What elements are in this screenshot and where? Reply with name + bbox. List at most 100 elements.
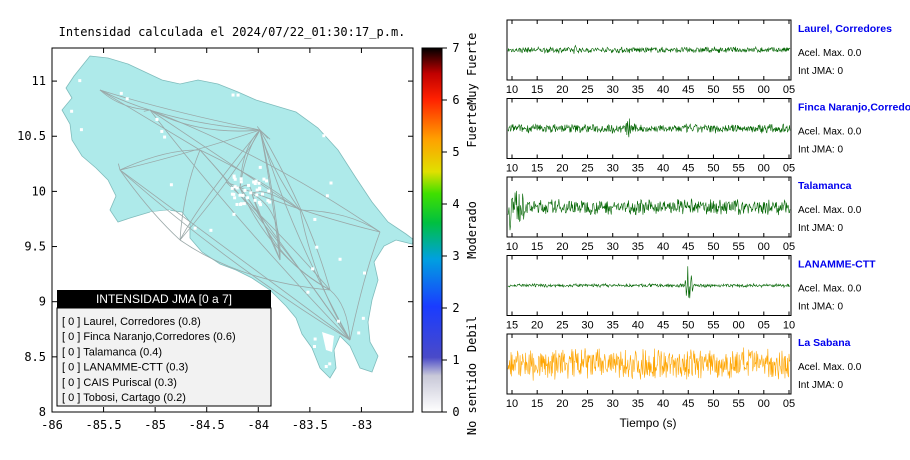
road xyxy=(119,169,181,241)
colorbar-tick-label: 0 xyxy=(452,405,459,419)
waveform-tick-label: 35 xyxy=(632,84,644,96)
station-marker xyxy=(363,271,367,275)
waveform-tick-label: 15 xyxy=(531,241,543,253)
waveform-tick-label: 10 xyxy=(506,241,518,253)
waveform-tick-label: 45 xyxy=(682,163,694,175)
waveform-tick-label: 15 xyxy=(506,320,518,332)
station-marker xyxy=(233,177,237,181)
station-accel: Acel. Max. 0.0 xyxy=(798,48,862,59)
waveform-tick-label: 55 xyxy=(732,241,744,253)
map-x-tick-label: -85.5 xyxy=(86,418,122,432)
station-marker xyxy=(259,203,263,207)
waveform-tick-label: 40 xyxy=(657,241,669,253)
waveform-tick-label: 10 xyxy=(506,163,518,175)
road xyxy=(259,129,351,341)
waveform-tick-label: 20 xyxy=(531,320,543,332)
waveform-tick-label: 05 xyxy=(783,163,795,175)
road xyxy=(119,129,261,171)
map-y-tick-label: 8 xyxy=(39,405,46,419)
road xyxy=(149,109,301,211)
legend-title: INTENSIDAD JMA [0 a 7] xyxy=(96,292,232,306)
station-marker xyxy=(160,129,164,133)
map-y-tick-label: 11 xyxy=(32,74,46,88)
station-marker xyxy=(311,267,315,271)
waveform-tick-label: 45 xyxy=(682,241,694,253)
waveform-tick-label: 50 xyxy=(707,163,719,175)
station-marker xyxy=(125,97,129,101)
waveform-panel: 10 15 20 25 30 35 40 45 50 55 00 05 Laurel, Corredor… xyxy=(506,19,892,96)
waveform-panel: 10 15 20 25 30 35 40 45 50 55 00 05 La Sabana Acel. M… xyxy=(506,333,862,410)
colorbar-category-label: Fuerte xyxy=(465,104,479,147)
waveform-tick-label: 40 xyxy=(657,84,669,96)
station-marker xyxy=(249,191,253,195)
waveform-tick-label: 25 xyxy=(556,320,568,332)
waveform-tick-label: 40 xyxy=(657,163,669,175)
waveform-tick-label: 00 xyxy=(758,398,770,410)
waveform-trace xyxy=(507,266,791,299)
station-marker xyxy=(78,79,82,83)
intensity-colorbar: 0 1 2 3 4 5 6 7 No sentido Debil Moderado FuerteMu… xyxy=(421,33,479,435)
road-network xyxy=(99,89,381,341)
station-marker xyxy=(241,193,245,197)
map-frame xyxy=(51,47,414,413)
road xyxy=(199,149,301,211)
colorbar-category-label: Debil xyxy=(465,316,479,352)
map-x-tick-label: -86 xyxy=(41,418,63,432)
road xyxy=(99,89,151,111)
station-marker xyxy=(315,245,319,249)
waveform-tick-label: 45 xyxy=(682,84,694,96)
colorbar-tick-label: 5 xyxy=(452,145,459,159)
waveform-tick-label: 30 xyxy=(607,398,619,410)
station-marker xyxy=(253,182,257,186)
road xyxy=(239,187,331,291)
legend-item: [ 0 ] Finca Naranjo,Corredores (0.6) xyxy=(62,331,236,343)
station-marker xyxy=(230,186,234,190)
colorbar-tick-label: 3 xyxy=(452,249,459,263)
waveform-tick-label: 25 xyxy=(581,398,593,410)
map-y-axis: 11 10.5 10 9.5 9 8.5 8 xyxy=(17,74,413,419)
station-marker xyxy=(260,192,264,196)
station-marker xyxy=(258,186,262,190)
station-marker xyxy=(262,177,266,181)
waveform-tick-label: 30 xyxy=(581,320,593,332)
station-name: LANAMME-CTT xyxy=(798,259,876,271)
station-marker xyxy=(236,93,240,97)
station-marker xyxy=(266,199,270,203)
colorbar-category-label: Muy Fuerte xyxy=(465,33,479,105)
station-marker xyxy=(257,181,261,185)
road xyxy=(259,129,271,140)
road xyxy=(119,149,201,171)
station-marker xyxy=(361,316,365,320)
station-marker xyxy=(324,365,328,369)
waveform-tick-label: 00 xyxy=(758,241,770,253)
station-marker xyxy=(243,188,247,192)
station-marker xyxy=(258,165,262,169)
station-jma: Int JMA: 0 xyxy=(798,380,843,391)
waveform-tick-label: 50 xyxy=(707,398,719,410)
station-name: Finca Naranjo,Corredores xyxy=(798,102,910,114)
road xyxy=(119,169,351,341)
road xyxy=(179,129,261,241)
waveform-tick-label: 45 xyxy=(657,320,669,332)
station-name: Laurel, Corredores xyxy=(798,23,892,35)
road xyxy=(259,129,281,261)
waveform-tick-label: 20 xyxy=(556,398,568,410)
waveform-tick-label: 10 xyxy=(506,398,518,410)
station-jma: Int JMA: 0 xyxy=(798,145,843,156)
station-jma: Int JMA: 0 xyxy=(798,223,843,234)
map-x-tick-label: -83.5 xyxy=(292,418,328,432)
road xyxy=(119,169,351,341)
station-marker xyxy=(267,189,271,193)
waveform-panel: 10 15 20 25 30 35 40 45 50 55 00 05 Talamanca Acel. M… xyxy=(506,176,862,253)
colorbar-gradient xyxy=(421,47,443,413)
station-marker xyxy=(255,193,259,197)
station-accel: Acel. Max. 0.0 xyxy=(798,127,862,138)
station-marker xyxy=(239,177,243,181)
station-marker xyxy=(329,181,333,185)
station-accel: Acel. Max. 0.0 xyxy=(798,284,862,295)
colorbar-category-label: No sentido xyxy=(465,363,479,435)
waveform-tick-label: 20 xyxy=(556,163,568,175)
legend-header xyxy=(57,290,271,308)
